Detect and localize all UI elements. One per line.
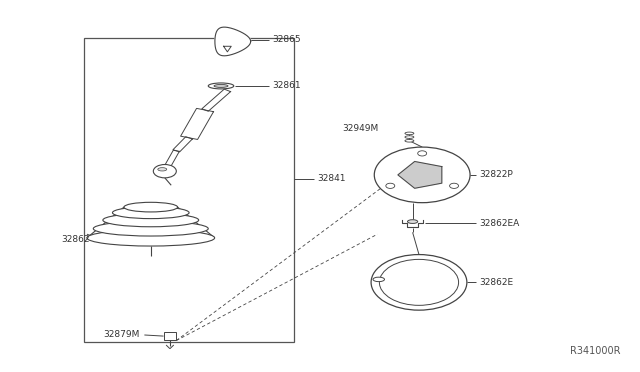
Ellipse shape [208,83,234,89]
Text: 32879M: 32879M [103,330,140,340]
Ellipse shape [87,230,214,246]
Circle shape [380,259,459,305]
Circle shape [386,183,395,189]
Polygon shape [215,27,251,56]
Ellipse shape [93,221,208,236]
Ellipse shape [214,84,228,87]
Polygon shape [180,108,214,140]
Ellipse shape [408,220,418,224]
Circle shape [418,151,427,156]
Ellipse shape [103,214,198,227]
Circle shape [371,254,467,310]
Text: 32861: 32861 [272,81,301,90]
Text: 32862EA: 32862EA [479,219,520,228]
Ellipse shape [113,207,189,219]
Circle shape [374,147,470,203]
Text: 32862: 32862 [61,235,90,244]
Ellipse shape [373,277,385,282]
Circle shape [154,164,176,178]
Ellipse shape [158,168,167,171]
Polygon shape [162,150,179,172]
Text: 32949M: 32949M [342,124,379,133]
Text: 32865: 32865 [272,35,301,44]
Bar [164,333,176,340]
Ellipse shape [124,202,177,212]
Ellipse shape [405,140,414,142]
Polygon shape [398,161,442,188]
Circle shape [449,183,458,189]
Polygon shape [223,46,231,52]
Text: R341000R: R341000R [570,346,620,356]
Text: 32862E: 32862E [479,278,514,287]
Polygon shape [202,89,230,111]
Ellipse shape [405,132,414,135]
Bar [84,38,294,341]
Polygon shape [173,137,193,152]
Ellipse shape [405,136,414,138]
Text: 32822P: 32822P [479,170,513,179]
Text: 32841: 32841 [317,174,346,183]
